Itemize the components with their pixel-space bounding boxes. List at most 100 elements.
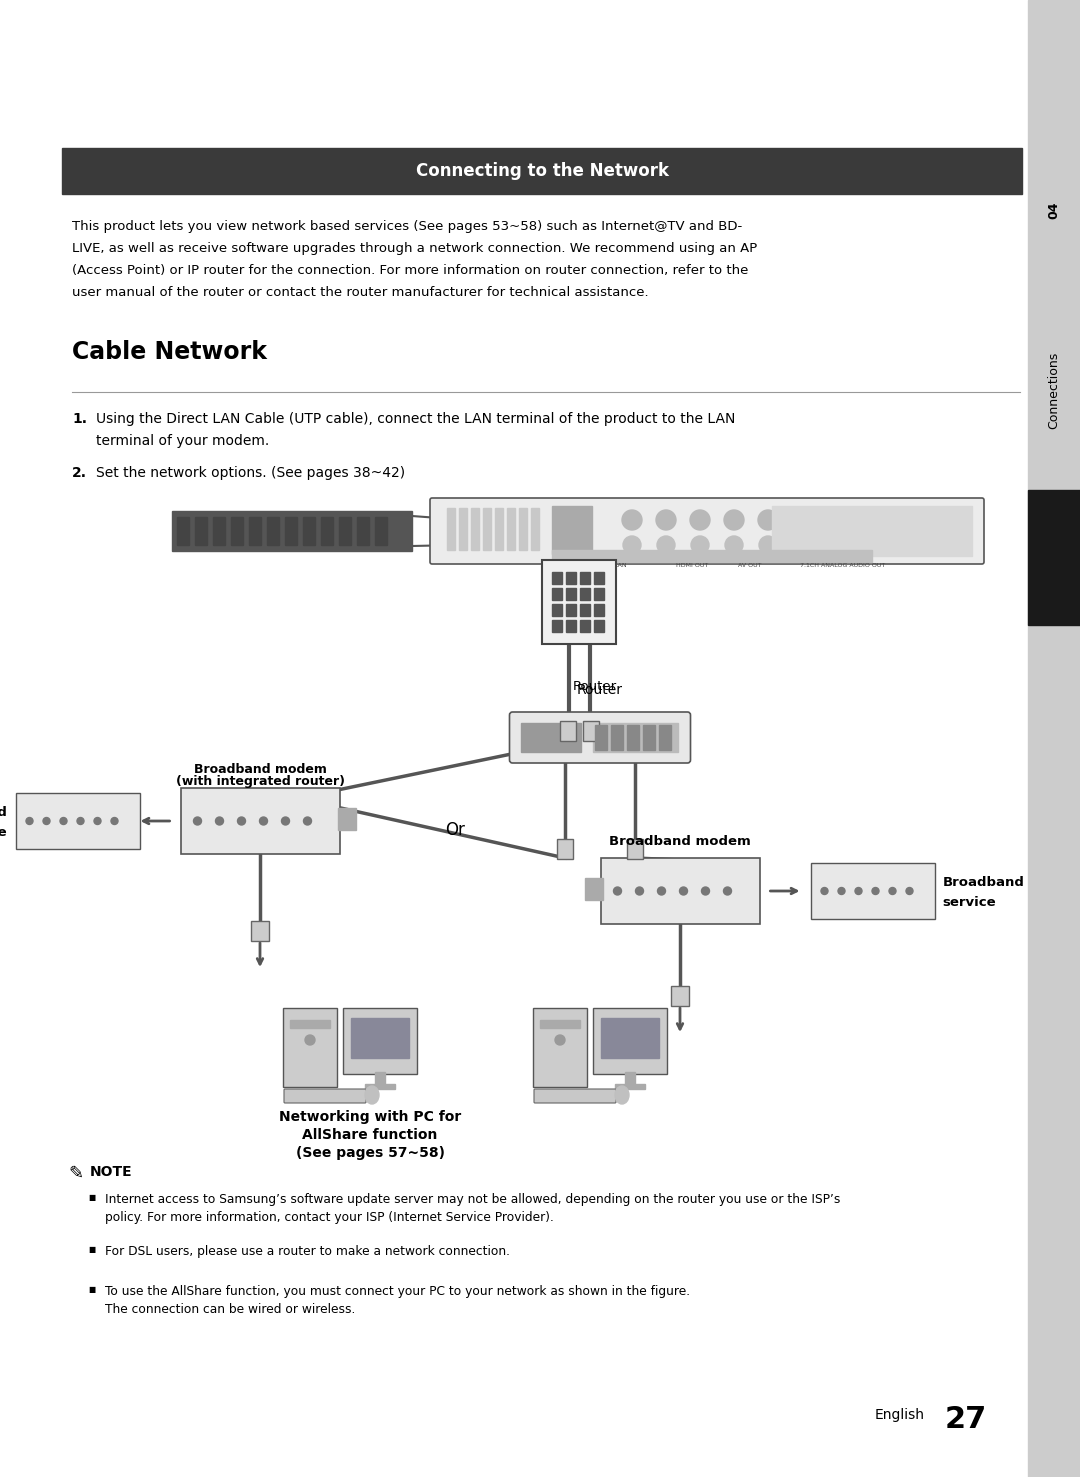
Bar [772, 507, 972, 555]
Circle shape [691, 536, 708, 554]
Circle shape [111, 817, 118, 824]
FancyBboxPatch shape [430, 498, 984, 564]
Bar [285, 517, 297, 545]
Bar [357, 517, 369, 545]
Circle shape [305, 1035, 315, 1046]
Bar [552, 572, 562, 583]
Circle shape [690, 510, 710, 530]
Circle shape [725, 536, 743, 554]
Text: policy. For more information, contact your ISP (Internet Service Provider).: policy. For more information, contact yo… [105, 1211, 554, 1224]
FancyBboxPatch shape [542, 560, 616, 644]
Circle shape [613, 888, 621, 895]
Text: Using the Direct LAN Cable (UTP cable), connect the LAN terminal of the product : Using the Direct LAN Cable (UTP cable), … [96, 412, 735, 425]
Text: Broadband modem: Broadband modem [193, 764, 326, 775]
Text: HDMI OUT: HDMI OUT [676, 563, 708, 569]
FancyBboxPatch shape [810, 863, 934, 919]
Bar [594, 725, 607, 750]
Circle shape [303, 817, 311, 826]
FancyBboxPatch shape [534, 1089, 616, 1103]
Text: Or: Or [445, 821, 464, 839]
Text: Internet access to Samsung’s software update server may not be allowed, dependin: Internet access to Samsung’s software up… [105, 1193, 840, 1207]
Bar [531, 508, 539, 549]
Bar [580, 588, 590, 600]
Bar [566, 588, 576, 600]
FancyBboxPatch shape [534, 1007, 588, 1087]
Bar [643, 725, 654, 750]
FancyBboxPatch shape [582, 721, 598, 741]
Circle shape [702, 888, 710, 895]
FancyBboxPatch shape [627, 839, 643, 860]
Text: 2.: 2. [72, 467, 87, 480]
Text: 04: 04 [1048, 201, 1061, 219]
Text: (See pages 57~58): (See pages 57~58) [296, 1146, 445, 1159]
Bar [249, 517, 261, 545]
Bar [291, 1021, 330, 1028]
Bar [172, 511, 411, 551]
FancyBboxPatch shape [593, 1007, 667, 1074]
FancyBboxPatch shape [284, 1089, 366, 1103]
Bar [552, 507, 592, 554]
Bar [1028, 490, 1080, 625]
Circle shape [838, 888, 845, 895]
Text: For DSL users, please use a router to make a network connection.: For DSL users, please use a router to ma… [105, 1245, 510, 1258]
Circle shape [43, 817, 50, 824]
Text: AllShare function: AllShare function [302, 1128, 437, 1142]
Circle shape [622, 510, 642, 530]
Circle shape [216, 817, 224, 826]
Bar [552, 620, 562, 632]
Bar [593, 724, 677, 752]
FancyBboxPatch shape [557, 839, 573, 860]
FancyBboxPatch shape [251, 922, 269, 941]
Circle shape [555, 1035, 565, 1046]
Bar [339, 517, 351, 545]
Bar [321, 517, 333, 545]
Circle shape [821, 888, 828, 895]
FancyBboxPatch shape [600, 858, 759, 925]
Circle shape [724, 888, 731, 895]
Bar [566, 620, 576, 632]
Circle shape [656, 510, 676, 530]
Bar [610, 725, 622, 750]
Circle shape [906, 888, 913, 895]
Bar [600, 1018, 659, 1058]
Circle shape [658, 888, 665, 895]
Text: AV OUT: AV OUT [738, 563, 761, 569]
Circle shape [259, 817, 268, 826]
Text: LAN: LAN [615, 563, 626, 569]
Text: (Access Point) or IP router for the connection. For more information on router c: (Access Point) or IP router for the conn… [72, 264, 748, 278]
FancyBboxPatch shape [510, 712, 690, 764]
Bar [566, 572, 576, 583]
Bar [195, 517, 207, 545]
Circle shape [657, 536, 675, 554]
FancyBboxPatch shape [283, 1007, 337, 1087]
Text: LIVE, as well as receive software upgrades through a network connection. We reco: LIVE, as well as receive software upgrad… [72, 242, 757, 256]
Bar [471, 508, 480, 549]
Circle shape [635, 888, 644, 895]
Bar [231, 517, 243, 545]
Text: This product lets you view network based services (See pages 53~58) such as Inte: This product lets you view network based… [72, 220, 742, 233]
Text: Connections: Connections [1048, 352, 1061, 428]
Text: ■: ■ [87, 1193, 95, 1202]
Circle shape [193, 817, 202, 826]
Bar [615, 1084, 645, 1089]
Text: ■: ■ [87, 1285, 95, 1294]
Circle shape [758, 510, 778, 530]
Bar [552, 588, 562, 600]
FancyBboxPatch shape [15, 793, 139, 849]
Bar [365, 1084, 395, 1089]
Ellipse shape [365, 1086, 379, 1103]
Bar [62, 148, 1022, 193]
Bar [625, 1072, 635, 1084]
Bar [566, 604, 576, 616]
Bar [594, 588, 604, 600]
Circle shape [759, 536, 777, 554]
Bar [337, 808, 355, 830]
Bar [594, 620, 604, 632]
Circle shape [26, 817, 33, 824]
Bar [375, 1072, 384, 1084]
Text: Networking with PC for: Networking with PC for [279, 1111, 461, 1124]
Bar [519, 508, 527, 549]
Text: 27: 27 [945, 1406, 987, 1434]
Text: NOTE: NOTE [90, 1165, 133, 1179]
Text: service: service [0, 827, 8, 839]
